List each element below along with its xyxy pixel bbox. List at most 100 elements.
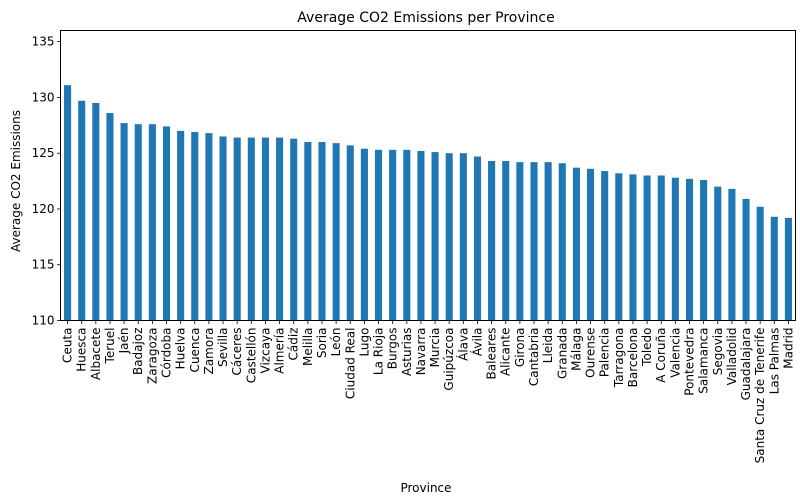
bar-17: [304, 142, 312, 321]
y-tick-label: 130: [32, 90, 55, 104]
x-tick-label: Cáceres: [230, 328, 244, 376]
x-tick-label: Albacete: [89, 328, 103, 381]
bar-46: [714, 186, 722, 321]
x-tick-label: Cádiz: [287, 328, 301, 361]
bar-8: [177, 130, 185, 321]
x-tick-label: Álava: [455, 328, 470, 361]
bar-51: [784, 217, 792, 321]
x-tick-label: Ciudad Real: [343, 328, 357, 400]
bar-24: [403, 149, 411, 321]
y-axis-title: Average CO2 Emissions: [9, 110, 23, 252]
x-axis-title: Province: [400, 481, 451, 495]
x-tick-label: Burgos: [386, 328, 400, 370]
bar-18: [318, 142, 326, 321]
bar-37: [587, 168, 595, 321]
x-axis-ticks: Ceuta Huesca Albacete Teruel Jaén Badajoz Zara…: [61, 320, 795, 464]
x-tick-label: Granada: [555, 328, 569, 380]
x-tick-label: La Rioja: [372, 328, 386, 376]
x-tick-label: Palencia: [598, 328, 612, 378]
x-tick-label: Valencia: [668, 328, 682, 378]
x-tick-label: Lugo: [357, 328, 371, 357]
x-tick-label: Barcelona: [626, 328, 640, 388]
bar-12: [233, 137, 241, 321]
x-tick-label: Lleida: [541, 328, 555, 364]
x-tick-label: Girona: [513, 328, 527, 368]
x-tick-label: Asturias: [400, 328, 414, 377]
x-tick-label: Pontevedra: [682, 328, 696, 396]
x-tick-label: Alicante: [499, 328, 513, 377]
bar-25: [417, 150, 425, 321]
x-tick-label: Segovia: [711, 328, 725, 376]
x-tick-label: Almería: [273, 328, 287, 374]
bar-5: [134, 124, 142, 321]
bar-7: [162, 126, 171, 321]
x-tick-label: Ceuta: [61, 328, 75, 363]
bar-21: [360, 148, 368, 321]
bar-36: [572, 167, 580, 321]
x-tick-label: Guadalajara: [739, 328, 753, 401]
bar-20: [346, 145, 354, 321]
bar-3: [106, 113, 114, 321]
y-tick-label: 135: [32, 35, 55, 49]
y-axis-ticks: 110 115 120 125 130 135: [32, 35, 61, 328]
x-tick-label: Zamora: [202, 328, 216, 375]
x-tick-label: Guipúzcoa: [442, 328, 456, 391]
bar-32: [516, 162, 524, 321]
x-tick-label: Sevilla: [216, 328, 230, 367]
x-tick-label: Santa Cruz de Tenerife: [753, 328, 767, 464]
x-tick-label: Murcia: [428, 328, 442, 368]
bar-11: [219, 136, 227, 321]
bar-38: [601, 171, 609, 321]
x-tick-label: Vizcaya: [258, 328, 272, 374]
bar-6: [148, 124, 156, 321]
bar-19: [332, 143, 340, 321]
chart-title: Average CO2 Emissions per Province: [297, 10, 554, 26]
x-tick-label: Baleares: [485, 328, 499, 380]
x-tick-label: Málaga: [569, 328, 583, 371]
bar-4: [120, 123, 128, 321]
y-tick-label: 120: [32, 202, 55, 216]
bar-43: [671, 177, 679, 321]
x-tick-label: Teruel: [103, 328, 117, 365]
plot-frame: [60, 30, 796, 321]
bar-16: [290, 138, 298, 321]
bar-14: [261, 137, 269, 321]
x-tick-label: A Coruña: [654, 328, 668, 383]
x-tick-label: Zaragoza: [145, 328, 159, 384]
bar-31: [502, 161, 510, 321]
bar-13: [247, 137, 255, 321]
y-tick-label: 125: [32, 146, 55, 160]
bar-45: [700, 179, 708, 321]
x-tick-label: Huesca: [75, 328, 89, 372]
bar-34: [544, 162, 552, 321]
x-tick-label: Cantabria: [527, 328, 541, 387]
x-tick-label: Melilla: [301, 328, 315, 366]
bar-33: [530, 162, 538, 321]
y-tick-label: 115: [32, 258, 55, 272]
bar-48: [742, 198, 750, 321]
bars-group: [64, 85, 792, 321]
bar-47: [728, 188, 736, 321]
bar-15: [276, 137, 284, 321]
x-tick-label: Navarra: [414, 328, 428, 376]
x-tick-label: Ávila: [469, 328, 484, 357]
bar-42: [657, 175, 665, 321]
bar-26: [431, 152, 439, 321]
x-tick-label: Valladolid: [725, 328, 739, 386]
bar-1: [78, 100, 86, 321]
x-tick-label: Tarragona: [612, 328, 626, 389]
x-tick-label: Castellón: [244, 328, 258, 384]
bar-10: [205, 133, 213, 321]
bar-44: [685, 178, 694, 321]
bar-30: [488, 161, 496, 321]
x-tick-label: León: [329, 328, 343, 357]
x-tick-label: Jaén: [117, 328, 131, 355]
x-tick-label: Las Palmas: [767, 328, 781, 395]
x-tick-label: Salamanca: [697, 328, 711, 394]
bar-39: [615, 173, 623, 321]
bar-49: [756, 206, 764, 321]
bar-41: [643, 175, 651, 321]
bar-29: [473, 156, 482, 321]
x-tick-label: Soria: [315, 328, 329, 359]
